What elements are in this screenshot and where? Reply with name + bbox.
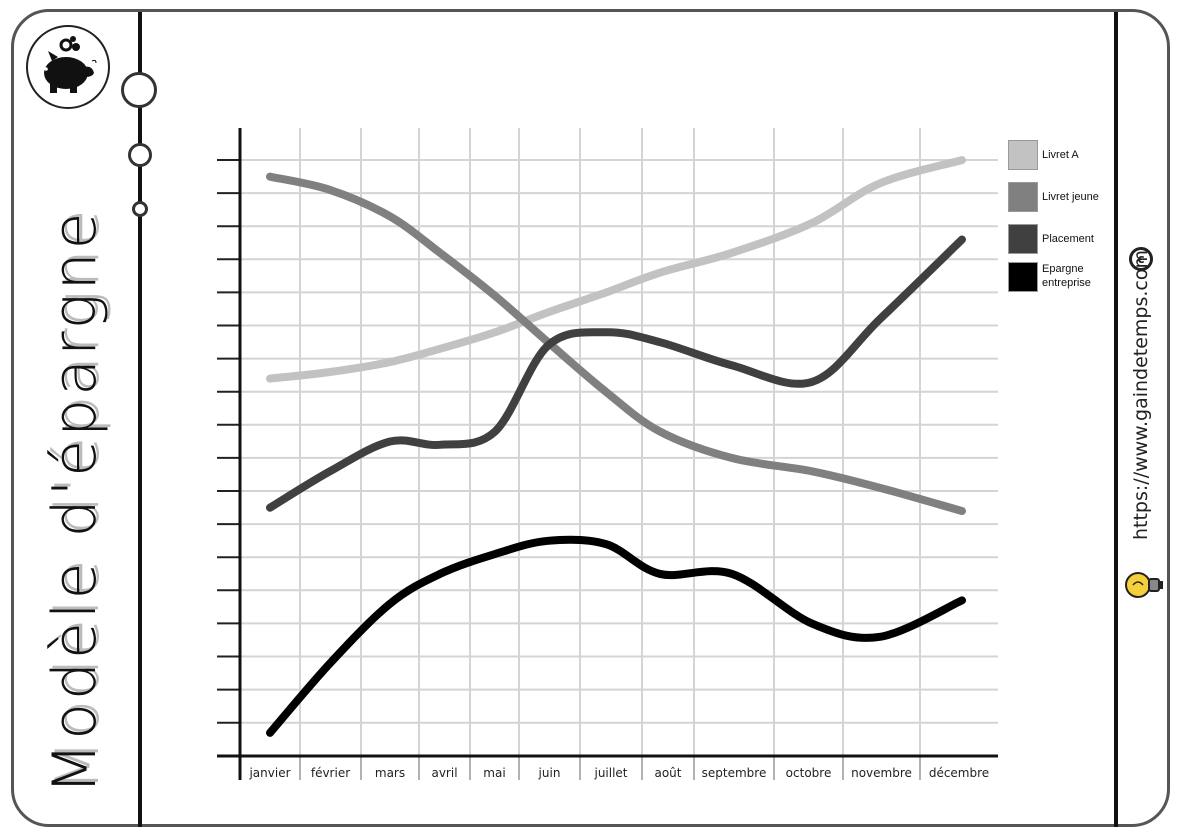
x-tick-label: décembre	[929, 766, 989, 780]
x-tick-label: octobre	[786, 766, 832, 780]
copyright-icon: c	[1129, 247, 1153, 271]
legend-label: Livret A	[1042, 149, 1079, 161]
decorative-ring-large	[121, 72, 157, 108]
x-tick-label: mai	[483, 766, 505, 780]
x-tick-label: janvier	[248, 766, 290, 780]
x-tick-label: septembre	[702, 766, 767, 780]
decorative-ring-small	[132, 201, 148, 217]
x-tick-label: août	[654, 766, 681, 780]
legend-swatch	[1008, 182, 1038, 212]
left-divider-line	[138, 12, 142, 827]
decorative-ring-medium	[128, 143, 152, 167]
x-tick-label: avril	[431, 766, 457, 780]
legend-swatch	[1008, 224, 1038, 254]
legend-swatch	[1008, 140, 1038, 170]
legend-label: Livret jeune	[1042, 191, 1099, 203]
card-frame	[11, 9, 1170, 827]
x-tick-label: juin	[538, 766, 561, 780]
lightbulb-icon	[1124, 568, 1166, 606]
legend-label: Epargne entreprise	[1042, 263, 1091, 289]
series-line	[266, 235, 966, 512]
x-tick-label: mars	[375, 766, 405, 780]
x-tick-label: février	[311, 766, 350, 780]
x-tick-label: novembre	[851, 766, 912, 780]
piggy-bank-icon	[26, 25, 110, 109]
series-line	[266, 535, 966, 737]
right-divider-line	[1114, 12, 1118, 827]
x-tick-label: juillet	[593, 766, 627, 780]
legend-label: Placement	[1042, 233, 1094, 245]
legend-swatch	[1008, 262, 1038, 292]
